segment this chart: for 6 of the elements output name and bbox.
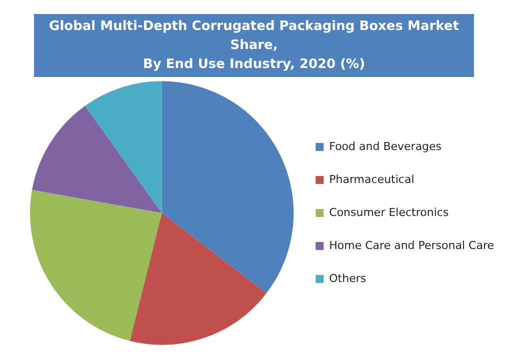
legend-label: Food and Beverages xyxy=(329,140,442,153)
legend-label: Home Care and Personal Care xyxy=(329,238,494,252)
legend-label: Pharmaceutical xyxy=(329,172,414,186)
chart-title: Global Multi-Depth Corrugated Packaging Boxes Market Share, By End Use Industry, 2020 (%) xyxy=(34,14,474,77)
legend-label: Others xyxy=(329,272,366,285)
legend-label: Consumer Electronics xyxy=(329,206,449,219)
